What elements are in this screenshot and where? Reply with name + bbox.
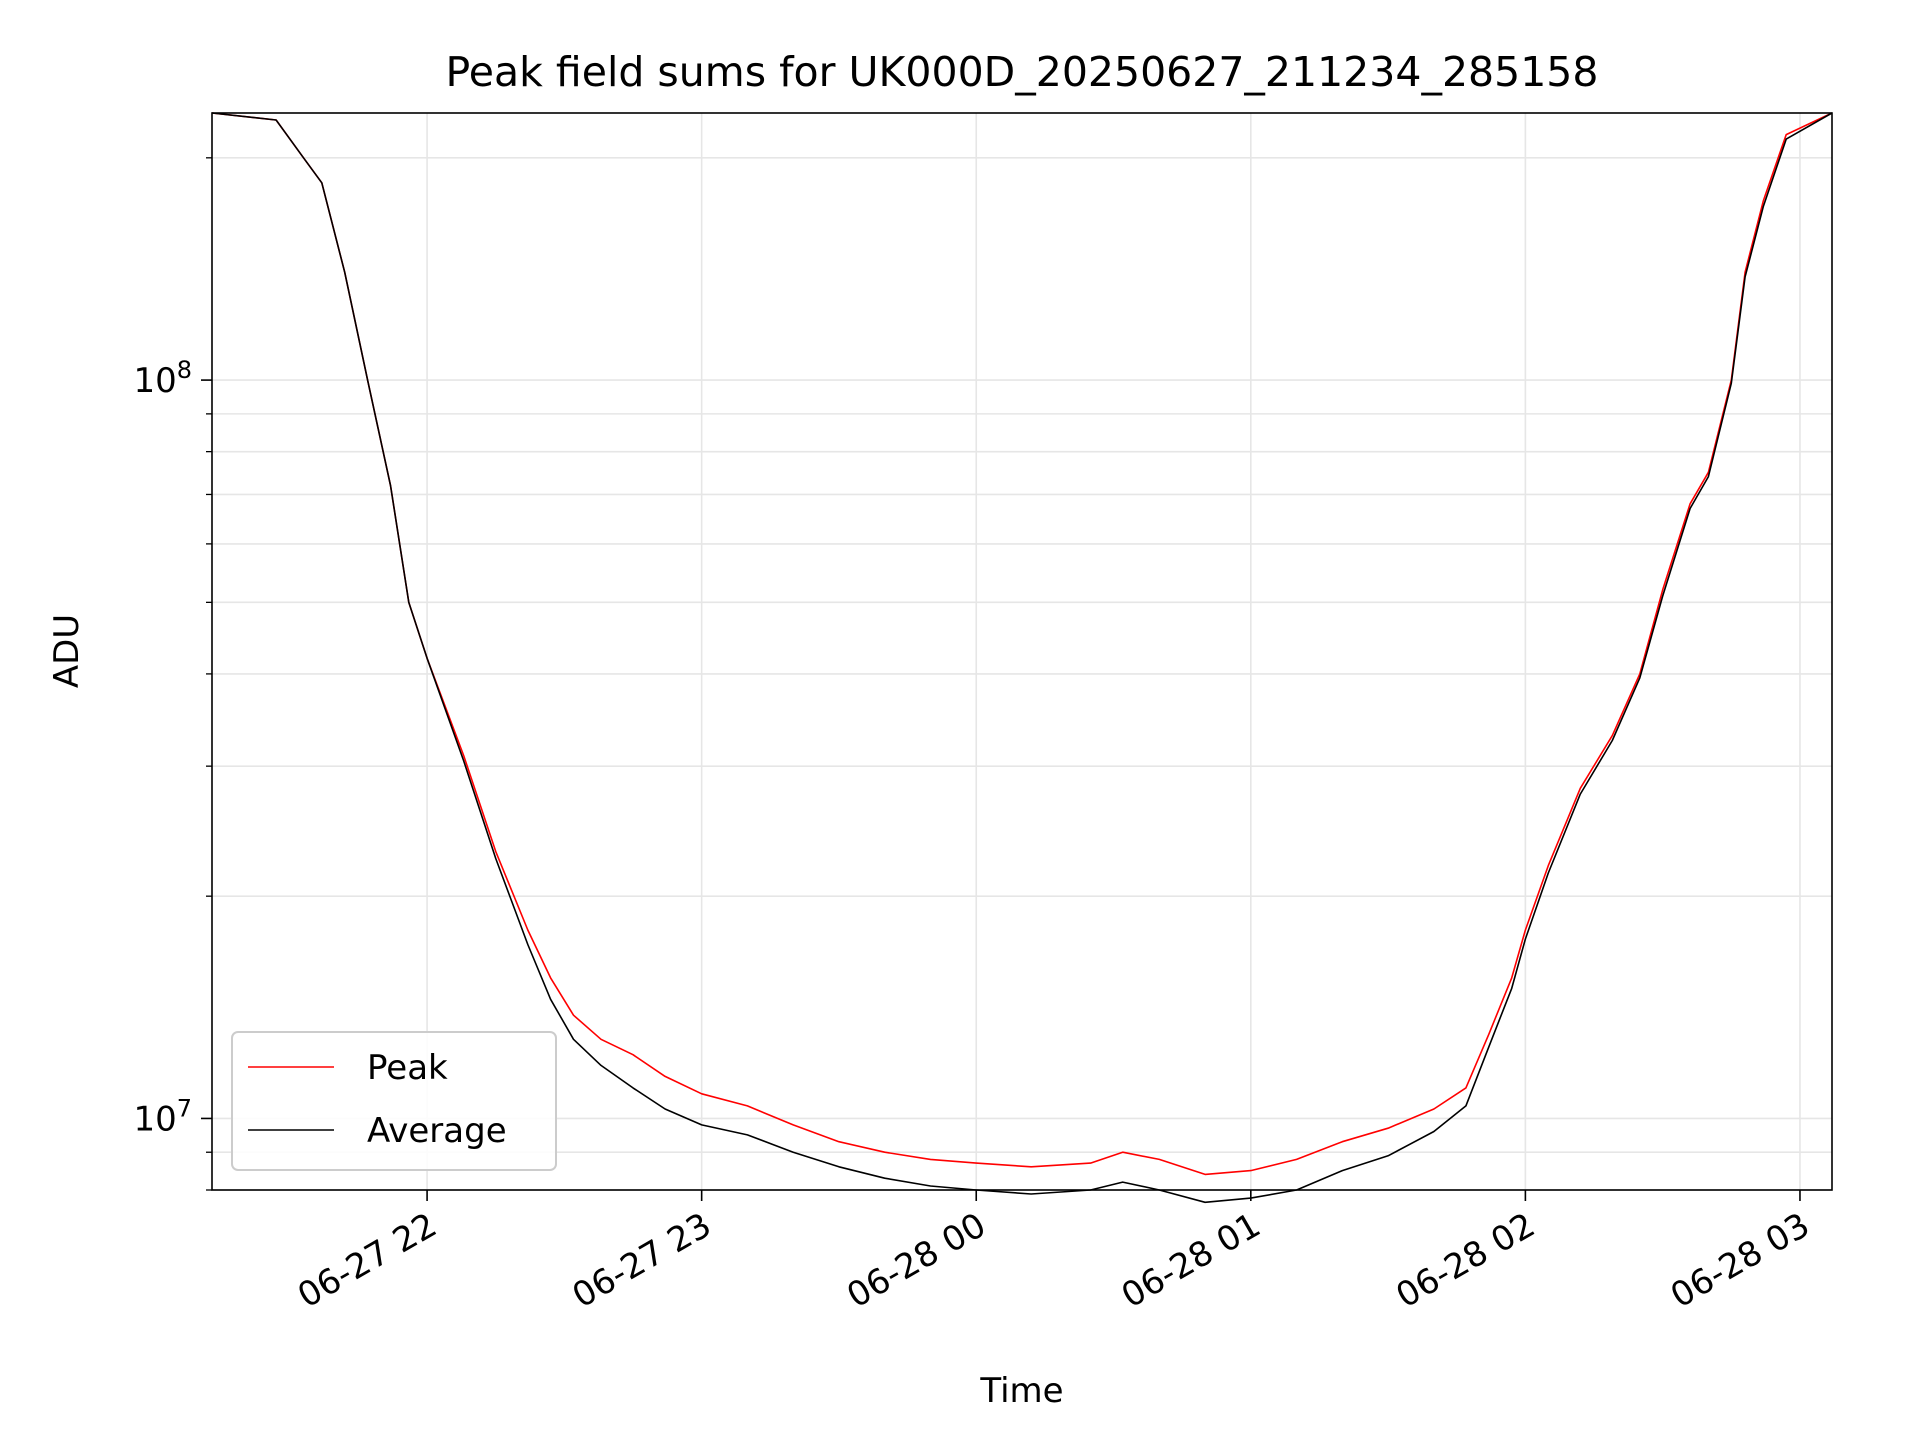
y-axis-label: ADU xyxy=(47,614,87,688)
legend-label-average: Average xyxy=(367,1111,507,1151)
series-lines xyxy=(211,112,1833,1204)
plot-frame xyxy=(211,112,1833,1191)
x-axis-label: Time xyxy=(979,1371,1063,1411)
chart-title: Peak field sums for UK000D_20250627_2112… xyxy=(446,48,1599,96)
legend-label-peak: Peak xyxy=(367,1048,448,1088)
legend: Peak Average xyxy=(231,1031,557,1171)
series-line-average xyxy=(211,112,1833,1204)
grid xyxy=(212,113,1832,1191)
